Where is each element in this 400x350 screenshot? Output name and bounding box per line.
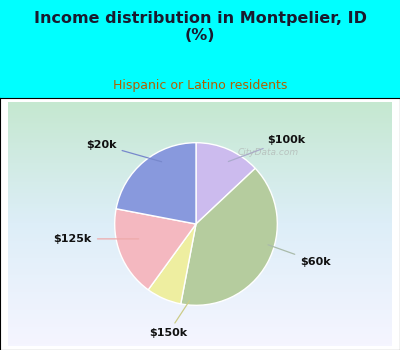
Text: $125k: $125k: [54, 234, 139, 244]
Wedge shape: [116, 143, 196, 224]
Text: $60k: $60k: [268, 245, 331, 267]
Text: $20k: $20k: [86, 140, 162, 162]
Wedge shape: [148, 224, 196, 304]
Wedge shape: [115, 209, 196, 290]
Text: Income distribution in Montpelier, ID
(%): Income distribution in Montpelier, ID (%…: [34, 10, 366, 43]
Text: CityData.com: CityData.com: [238, 148, 299, 157]
Wedge shape: [196, 143, 255, 224]
Text: $100k: $100k: [228, 135, 306, 162]
Text: $150k: $150k: [149, 301, 190, 338]
Wedge shape: [181, 168, 277, 305]
Text: Hispanic or Latino residents: Hispanic or Latino residents: [113, 79, 287, 92]
